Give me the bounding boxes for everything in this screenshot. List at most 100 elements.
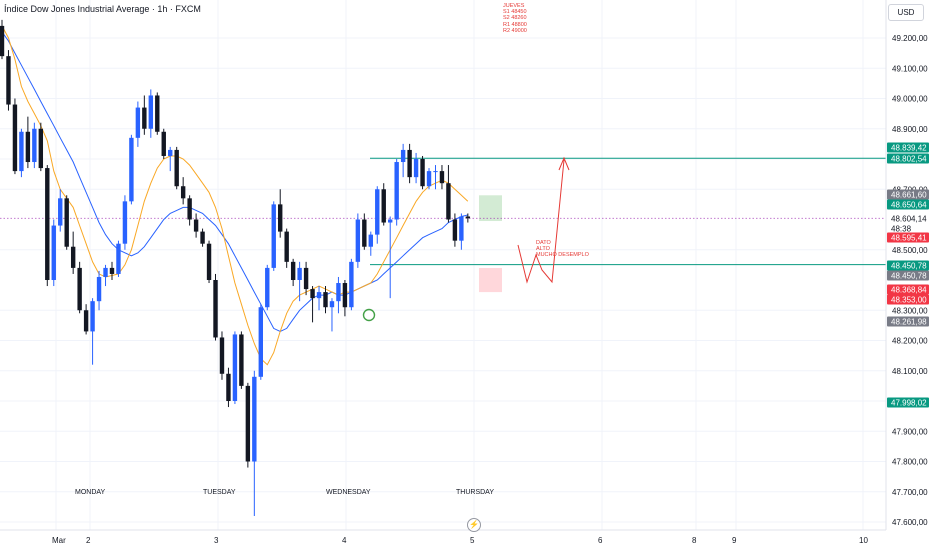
candle-body [284, 231, 289, 262]
price-tick-label: 48.300,00 [892, 306, 928, 315]
candle-body [70, 246, 76, 268]
candle-body [25, 131, 31, 163]
price-tick-label: 47.700,00 [892, 488, 928, 497]
candle-body [32, 128, 37, 163]
candle-body [375, 189, 380, 235]
time-tick-label: 2 [86, 536, 91, 545]
chart-title: Índice Dow Jones Industrial Average · 1h… [4, 4, 201, 14]
price-label-tag [887, 213, 929, 224]
drawing-note[interactable]: DATO ALTO MUCHO DESEMPLO [536, 240, 589, 258]
candle-body [103, 267, 108, 277]
annotation-note[interactable]: JUEVES S1 48450 S2 48260 R1 48800 R2 490… [503, 3, 527, 34]
note-line: JUEVES [503, 3, 525, 9]
candle-body [290, 261, 296, 280]
candle-body [362, 219, 367, 247]
candle-body [303, 267, 309, 290]
candle-body [381, 189, 386, 223]
candle-body [232, 334, 238, 401]
candle-body [219, 337, 225, 374]
candle-body [239, 334, 244, 386]
time-tick-label: Mar [52, 536, 66, 545]
candle-body [168, 149, 173, 156]
candle-body [90, 301, 95, 332]
price-label-text: 48:38 [891, 225, 912, 234]
price-label-text: 48.353,00 [891, 296, 927, 305]
candle-body [297, 267, 302, 280]
long-position-stop-zone [479, 268, 502, 293]
long-position-target-zone [479, 195, 502, 222]
candle-body [187, 198, 192, 220]
candle-body [0, 25, 5, 57]
candle-body [58, 198, 63, 226]
candle-body [407, 149, 412, 178]
time-tick-label: 10 [859, 536, 868, 545]
candle-body [433, 171, 438, 173]
candle-body [388, 219, 393, 223]
projection-arrow-path [517, 159, 565, 284]
time-tick-label: 5 [470, 536, 475, 545]
candle-body [226, 373, 231, 401]
candle-body [310, 289, 315, 299]
candle-body [135, 107, 141, 138]
drawing-note-line: ALTO [536, 246, 550, 252]
price-tick-label: 48.900,00 [892, 125, 928, 134]
price-label-text: 48.604,14 [891, 215, 927, 224]
drawing-note-line: DATO [536, 240, 551, 246]
price-label-text: 48.802,54 [891, 155, 927, 164]
projection-arrow-head [558, 156, 570, 171]
candle-body [200, 231, 205, 244]
price-label-text: 48.839,42 [891, 144, 927, 153]
candle-body [155, 95, 160, 132]
candle-body [426, 171, 432, 187]
candle-body [394, 162, 399, 220]
price-label-tag [887, 153, 929, 164]
candle-body [213, 280, 218, 338]
candle-body [19, 131, 24, 172]
price-label-text: 48.661,60 [891, 191, 927, 200]
price-label-text: 48.650,64 [891, 201, 927, 210]
candle-body [349, 261, 354, 308]
candle-body [336, 283, 341, 302]
candle-body [446, 183, 451, 220]
candle-body [161, 131, 166, 156]
price-tick-label: 47.900,00 [892, 427, 928, 436]
price-tick-label: 47.600,00 [892, 518, 928, 527]
candle-body [368, 234, 373, 247]
candle-body [252, 376, 257, 462]
currency-button[interactable]: USD [888, 4, 924, 21]
candle-body [245, 385, 251, 462]
candle-body [12, 104, 18, 172]
candle-body [6, 56, 11, 105]
time-tick-label: 3 [214, 536, 219, 545]
price-label-text: 48.450,78 [891, 262, 927, 271]
time-tick-label: 8 [692, 536, 697, 545]
price-label-tag [887, 294, 929, 305]
price-tick-label: 49.100,00 [892, 64, 928, 73]
candle-body [193, 219, 199, 232]
price-label-tag [887, 189, 929, 200]
candle-body [77, 267, 82, 311]
price-tick-label: 48.500,00 [892, 246, 928, 255]
price-label-tag [887, 223, 929, 234]
candle-body [129, 137, 134, 202]
session-label: TUESDAY [203, 489, 236, 496]
candle-body [465, 216, 471, 219]
candle-body [342, 283, 348, 308]
candle-body [64, 198, 69, 247]
candle-body [439, 171, 445, 184]
candle-body [265, 267, 270, 308]
candle-body [83, 310, 89, 332]
drawing-note-line: MUCHO DESEMPLO [536, 252, 589, 258]
candle-body [38, 128, 44, 169]
candle-body [271, 204, 276, 268]
candle-body [329, 301, 335, 308]
price-label-tag [887, 142, 929, 153]
price-label-text: 48.261,98 [891, 318, 927, 327]
lightning-icon[interactable]: ⚡ [467, 518, 481, 532]
candle-body [148, 95, 154, 129]
candle-body [413, 159, 419, 178]
price-label-text: 47.998,02 [891, 399, 927, 408]
session-label: WEDNESDAY [326, 489, 371, 496]
